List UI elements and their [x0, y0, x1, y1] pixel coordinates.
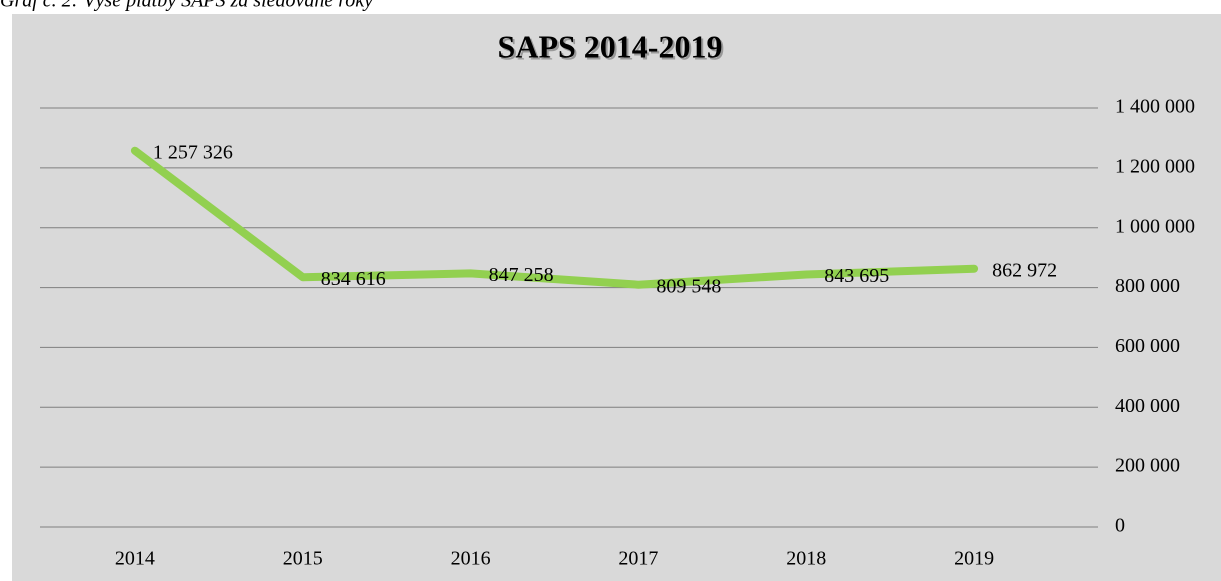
line: [130, 146, 979, 289]
chart-background: [12, 14, 1221, 581]
y-tick-label: 800 000: [1115, 275, 1180, 297]
data-label: 847 258: [489, 264, 554, 286]
x-tick-label: 2019: [954, 548, 994, 570]
y-tick-label: 1 200 000: [1115, 155, 1195, 177]
data-label: 834 616: [321, 268, 386, 290]
y-tick-label: 200 000: [1115, 455, 1180, 477]
x-tick-label: 2015: [283, 548, 323, 570]
x-tick-label: 2016: [451, 548, 491, 570]
y-tick-label: 400 000: [1115, 395, 1180, 417]
chart-title: SAPS 2014-2019: [498, 28, 723, 64]
y-tick-label: 1 400 000: [1115, 96, 1195, 118]
data-label: 862 972: [992, 259, 1057, 281]
chart-title-shadow: SAPS 2014-2019: [500, 30, 725, 66]
data-label: 809 548: [656, 275, 721, 297]
y-tick-label: 1 000 000: [1115, 215, 1195, 237]
data-label: 843 695: [824, 265, 889, 287]
caption: Graf č. 2: Výše platby SAPS za sledované…: [0, 0, 373, 12]
data-label: 1 257 326: [153, 141, 233, 163]
y-tick-label: 600 000: [1115, 335, 1180, 357]
y-tick-label: 0: [1115, 515, 1125, 537]
x-tick-label: 2017: [618, 548, 658, 570]
x-tick-label: 2018: [786, 548, 826, 570]
x-tick-label: 2014: [115, 548, 155, 570]
